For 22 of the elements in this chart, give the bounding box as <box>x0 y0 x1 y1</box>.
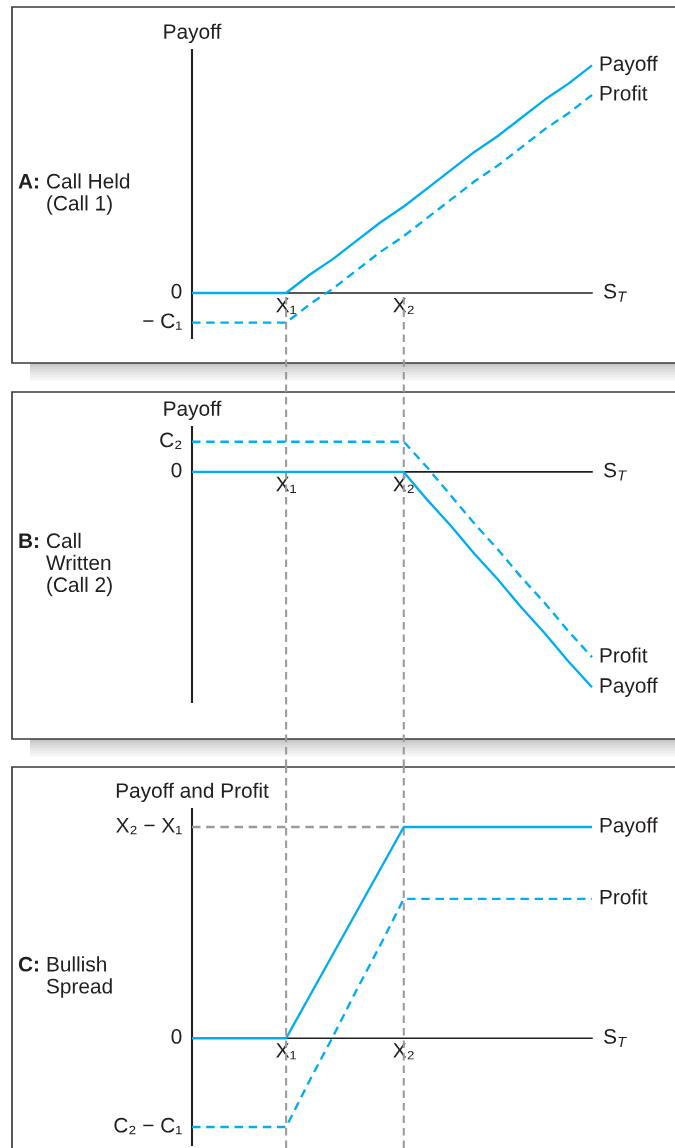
text: B: Call Written (Call 2) <box>19 532 112 597</box>
text: C₂ <box>160 432 182 449</box>
text: X₂ − X₁ <box>116 818 182 835</box>
series-label: Profit <box>600 889 648 905</box>
text: A: Call Held (Call 1) <box>18 173 130 215</box>
x-axis-title: S$_{T}$ <box>604 462 627 481</box>
series-label: Payoff <box>600 55 658 76</box>
series-label: Profit <box>600 647 648 663</box>
text: 0 <box>171 1029 182 1044</box>
y-axis-title: Payoff <box>164 23 222 44</box>
x-axis-title: S$_{T}$ <box>604 1029 627 1047</box>
y-axis-title: Payoff <box>164 400 222 421</box>
text: 0 <box>171 283 182 299</box>
text: C: Bullish Spread <box>18 956 112 998</box>
series-label: Payoff <box>600 677 658 697</box>
x-axis-title: S$_{T}$ <box>604 283 627 302</box>
text: 0 <box>171 462 182 478</box>
series-label: Profit <box>600 85 648 101</box>
text: − C₁ <box>143 313 182 330</box>
series-label: Payoff <box>600 817 658 837</box>
y-axis-title: Payoff and Profit <box>116 782 269 803</box>
text: C₂ − C₁ <box>114 1117 182 1135</box>
